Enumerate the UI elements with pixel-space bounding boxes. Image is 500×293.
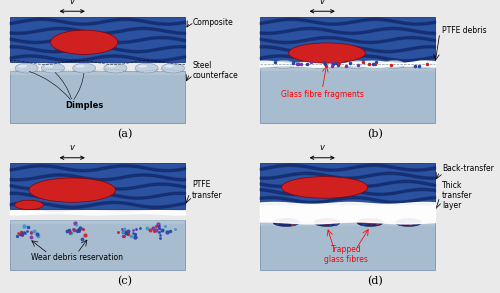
Ellipse shape: [412, 66, 434, 68]
Ellipse shape: [309, 60, 330, 69]
Ellipse shape: [415, 62, 424, 64]
Ellipse shape: [134, 70, 158, 72]
Text: Composite: Composite: [192, 18, 233, 27]
Ellipse shape: [15, 63, 38, 73]
Ellipse shape: [412, 60, 434, 69]
Ellipse shape: [288, 43, 366, 63]
Text: Back-transfer: Back-transfer: [442, 164, 494, 173]
Ellipse shape: [14, 70, 38, 72]
Ellipse shape: [276, 62, 284, 64]
Bar: [260, 17, 435, 62]
Text: Steel
counterface: Steel counterface: [192, 61, 238, 80]
Text: Dimples: Dimples: [65, 101, 104, 110]
Text: Thick
transfer
layer: Thick transfer layer: [442, 180, 473, 210]
Ellipse shape: [138, 65, 147, 67]
Ellipse shape: [18, 65, 27, 67]
Ellipse shape: [104, 70, 128, 72]
Ellipse shape: [273, 218, 299, 226]
Text: v: v: [320, 0, 324, 6]
Bar: [260, 67, 435, 71]
Ellipse shape: [41, 70, 65, 72]
Ellipse shape: [344, 66, 367, 68]
Bar: [260, 222, 435, 270]
Ellipse shape: [308, 66, 331, 68]
Text: PTFE debris: PTFE debris: [442, 25, 487, 35]
Ellipse shape: [72, 63, 96, 73]
Ellipse shape: [396, 218, 422, 226]
Text: Glass fibre fragments: Glass fibre fragments: [281, 90, 363, 99]
Ellipse shape: [312, 62, 320, 64]
Text: Wear debris reservation: Wear debris reservation: [31, 253, 123, 262]
Text: Trapped
glass fibres: Trapped glass fibres: [324, 245, 368, 265]
Ellipse shape: [162, 63, 184, 73]
Text: (c): (c): [118, 275, 132, 286]
Ellipse shape: [320, 221, 334, 224]
Bar: [260, 222, 435, 226]
Ellipse shape: [107, 65, 116, 67]
Ellipse shape: [314, 218, 340, 226]
Text: v: v: [320, 143, 324, 152]
Ellipse shape: [164, 65, 173, 67]
Ellipse shape: [44, 65, 54, 67]
Ellipse shape: [357, 218, 384, 226]
Text: v: v: [70, 0, 74, 6]
Ellipse shape: [272, 66, 295, 68]
Bar: [260, 67, 435, 123]
Ellipse shape: [50, 30, 118, 54]
Ellipse shape: [282, 177, 368, 198]
Bar: [10, 163, 185, 209]
Bar: [10, 220, 185, 224]
Bar: [10, 71, 185, 75]
Ellipse shape: [386, 62, 394, 64]
Ellipse shape: [273, 60, 294, 69]
Ellipse shape: [348, 62, 356, 64]
Ellipse shape: [384, 60, 405, 69]
Bar: [10, 17, 185, 62]
Ellipse shape: [76, 65, 85, 67]
Ellipse shape: [161, 70, 185, 72]
Ellipse shape: [42, 63, 64, 73]
Ellipse shape: [72, 70, 96, 72]
Bar: [10, 220, 185, 270]
Ellipse shape: [29, 178, 116, 202]
Ellipse shape: [135, 63, 158, 73]
Ellipse shape: [383, 66, 406, 68]
Ellipse shape: [104, 63, 127, 73]
Bar: [10, 71, 185, 123]
Ellipse shape: [345, 60, 366, 69]
Text: (d): (d): [367, 275, 383, 286]
Text: v: v: [70, 143, 74, 152]
Text: PTFE
transfer: PTFE transfer: [192, 180, 223, 200]
Text: (b): (b): [367, 129, 383, 139]
Ellipse shape: [14, 200, 44, 210]
Bar: [260, 163, 435, 204]
Text: (a): (a): [118, 129, 132, 139]
Ellipse shape: [363, 221, 378, 224]
